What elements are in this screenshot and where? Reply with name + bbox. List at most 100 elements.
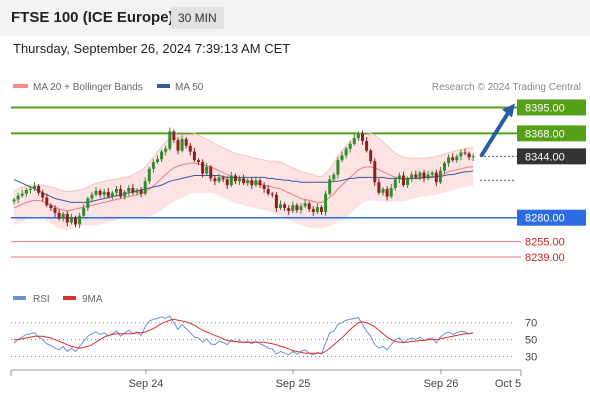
- candle-body: [385, 188, 389, 197]
- candle: [176, 137, 180, 155]
- candle: [315, 203, 319, 214]
- candle: [12, 197, 16, 205]
- candle-body: [377, 182, 381, 193]
- candle-body: [201, 162, 205, 174]
- candle-body: [348, 143, 352, 149]
- candle-body: [307, 203, 311, 210]
- candle-body: [365, 141, 369, 151]
- candle-body: [356, 133, 360, 139]
- candle-body: [233, 175, 237, 182]
- candle: [90, 191, 94, 203]
- candle: [119, 185, 123, 199]
- rsi-tick-label: 30: [525, 352, 537, 364]
- candle-body: [205, 166, 209, 174]
- candle: [143, 177, 147, 196]
- candle-body: [57, 212, 61, 219]
- candle: [270, 191, 274, 198]
- candle-body: [115, 188, 118, 193]
- candle: [233, 173, 237, 185]
- level-label-text: 8395.00: [525, 102, 565, 114]
- candle: [258, 178, 262, 188]
- candle: [168, 127, 172, 151]
- candle-body: [393, 179, 397, 188]
- candle-body: [254, 180, 258, 186]
- candle: [115, 186, 118, 197]
- candle: [238, 175, 241, 186]
- candle: [397, 172, 401, 184]
- level-label: 8344.00: [517, 148, 586, 165]
- candle-body: [344, 148, 348, 156]
- candle: [188, 142, 192, 156]
- candle-body: [418, 172, 422, 178]
- candle: [37, 184, 41, 196]
- candle-body: [299, 206, 303, 211]
- rsi-tick-label: 70: [525, 318, 537, 330]
- candle: [106, 187, 110, 199]
- candle: [49, 203, 53, 211]
- x-tick-label: Sep 24: [129, 378, 164, 390]
- candle-body: [250, 180, 254, 186]
- candle-body: [106, 191, 110, 197]
- candle-body: [242, 178, 246, 184]
- level-label-box: [517, 125, 586, 142]
- candle-body: [459, 152, 463, 157]
- candle-body: [151, 162, 155, 169]
- candle: [365, 137, 369, 153]
- candle: [98, 188, 102, 198]
- candle: [340, 151, 344, 163]
- candle-body: [156, 159, 159, 163]
- candle-body: [213, 178, 217, 182]
- candle-body: [184, 139, 188, 146]
- candle-body: [24, 189, 28, 194]
- candle-body: [164, 148, 168, 152]
- candle: [205, 163, 209, 176]
- candle-body: [123, 191, 127, 197]
- candle: [69, 213, 73, 225]
- candle: [123, 189, 127, 200]
- candle-body: [41, 192, 45, 198]
- candle: [242, 174, 246, 186]
- candle: [377, 178, 381, 195]
- candle: [287, 205, 291, 215]
- candle: [414, 170, 418, 180]
- candle-body: [238, 178, 241, 182]
- candle: [320, 205, 323, 215]
- candle: [221, 175, 225, 183]
- ma50-legend-swatch: [157, 84, 170, 88]
- candle-body: [86, 198, 90, 209]
- candle: [41, 189, 45, 202]
- rsi-tick-label: 50: [525, 335, 537, 347]
- forecast-arrow-shaft: [479, 110, 511, 158]
- candle-body: [443, 163, 446, 171]
- candle-body: [147, 168, 151, 182]
- candle: [213, 175, 217, 186]
- candle: [151, 159, 155, 173]
- candle: [250, 177, 254, 189]
- credit-text: Research © 2024 Trading Central: [432, 82, 581, 93]
- candle-body: [28, 188, 32, 190]
- candle-body: [217, 177, 221, 182]
- bb-legend-label: MA 20 + Bollinger Bands: [33, 82, 143, 93]
- timestamp: Thursday, September 26, 2024 7:39:13 AM …: [13, 41, 291, 56]
- candle-body: [127, 187, 131, 192]
- candle: [127, 185, 131, 196]
- candle: [295, 203, 299, 213]
- interval-badge[interactable]: 30 MIN: [171, 7, 224, 29]
- level-label: 8239.00: [525, 252, 565, 264]
- candle: [201, 159, 205, 178]
- candle-body: [266, 188, 270, 194]
- candle: [45, 193, 49, 208]
- candle-body: [279, 204, 282, 209]
- candle: [33, 182, 36, 191]
- candle: [192, 147, 196, 163]
- candle-body: [258, 180, 262, 186]
- candle: [291, 201, 295, 213]
- candle: [389, 184, 393, 199]
- candle-body: [414, 174, 418, 178]
- level-label-text: 8255.00: [525, 237, 565, 249]
- candle-body: [172, 131, 176, 141]
- candle: [20, 189, 24, 198]
- chart-header: FTSE 100 (ICE Europe) 30 MIN: [0, 0, 590, 36]
- candle-body: [373, 161, 377, 183]
- candle-body: [471, 156, 475, 158]
